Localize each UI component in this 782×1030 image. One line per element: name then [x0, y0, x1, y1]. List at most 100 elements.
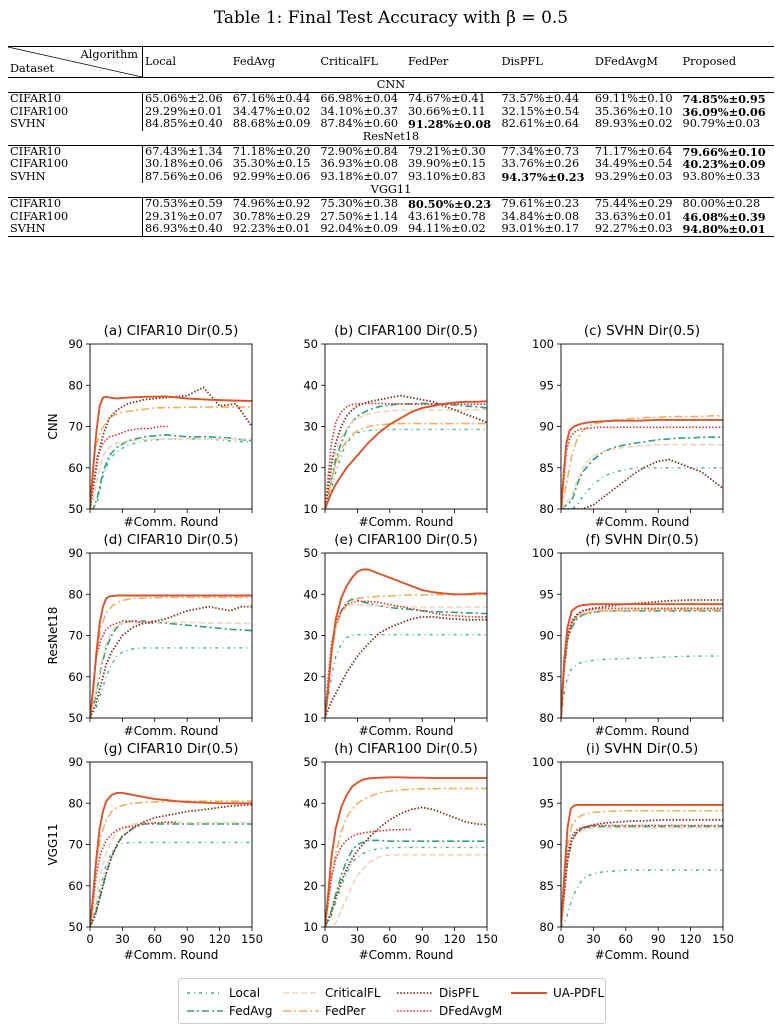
y-tick-label: 30 — [303, 629, 318, 643]
y-tick-label: 80 — [68, 796, 83, 810]
column-header: Local — [142, 46, 231, 78]
chart-panel: (c) SVHN Dir(0.5) 80 85 90 95 100 #Comm. Round — [532, 323, 724, 529]
legend-label-fedavg: FedAvg — [229, 1004, 273, 1018]
series-group — [90, 791, 252, 927]
series-line-fedavg — [90, 620, 252, 718]
value-cell: 69.11%±0.10 — [594, 92, 673, 105]
value-cell: 75.44%±0.29 — [594, 197, 673, 210]
series-line-criticalfl — [90, 621, 252, 718]
y-tick-label: 90 — [68, 337, 83, 351]
series-line-uapdfl — [325, 568, 487, 718]
y-tick-label: 60 — [68, 879, 83, 893]
series-line-dispfl — [561, 599, 723, 718]
value-cell: 92.27%±0.03 — [592, 222, 681, 237]
header-diagonal — [8, 47, 142, 77]
value-cell: 74.67%±0.41 — [408, 92, 486, 105]
series-line-fedper — [90, 800, 252, 927]
legend-label-dispfl: DisPFL — [439, 986, 479, 1000]
series-line-criticalfl — [325, 408, 487, 509]
series-line-fedper — [561, 609, 723, 718]
value-cell: 93.80%±0.33 — [682, 169, 761, 183]
value-cell: 89.93%±0.02 — [594, 117, 673, 130]
legend-label-fedper: FedPer — [325, 1004, 366, 1018]
y-tick-label: 20 — [303, 670, 318, 684]
y-tick-label: 90 — [539, 420, 554, 434]
series-line-local — [561, 655, 723, 718]
series-line-fedavg — [561, 436, 723, 509]
y-tick-label: 90 — [539, 838, 554, 852]
table-row: CIFAR10 70.53%±0.59 74.96%±0.92 75.30%±0.38… — [8, 197, 774, 211]
y-tick-label: 95 — [539, 378, 554, 392]
series-line-dfedavgm — [325, 402, 487, 509]
x-tick-label: 60 — [382, 932, 397, 946]
legend-swatch-dfedavgm — [397, 1010, 433, 1012]
value-cell: 88.68%±0.09 — [232, 117, 311, 130]
value-cell: 75.30%±0.38 — [320, 197, 399, 210]
y-tick-label: 40 — [303, 378, 318, 392]
series-line-uapdfl — [90, 791, 252, 927]
value-cell: 35.36%±0.10 — [594, 104, 673, 118]
y-tick-label: 60 — [68, 670, 83, 684]
series-line-fedper — [325, 422, 487, 509]
legend-swatch-fedavg — [187, 1010, 223, 1012]
arch-label: CNN — [8, 77, 774, 93]
y-tick-label: 85 — [539, 879, 554, 893]
x-tick-label: 0 — [86, 932, 93, 946]
series-line-dispfl — [561, 818, 723, 927]
chart-panel: (h) CIFAR100 Dir(0.5) 10 20 30 40 50 0 30 60 90 12… — [303, 741, 498, 962]
series-line-fedavg — [325, 402, 487, 509]
series-line-dfedavgm — [90, 821, 177, 927]
value-cell: 86.93%±0.40 — [142, 222, 231, 237]
series-line-criticalfl — [561, 827, 723, 927]
chart-title: (e) CIFAR100 Dir(0.5) — [334, 532, 477, 548]
dataset-cell: CIFAR10 — [8, 145, 143, 158]
y-axis-label: ResNet18 — [46, 607, 60, 665]
table-row: SVHN 86.93%±0.40 92.23%±0.01 92.04%±0.09 94.… — [8, 222, 774, 237]
dataset-cell: SVHN — [8, 170, 143, 183]
y-tick-label: 80 — [539, 502, 554, 516]
series-line-local — [325, 846, 487, 927]
column-header: DisPFL — [499, 46, 593, 78]
series-line-fedavg — [561, 610, 723, 718]
y-tick-label: 50 — [303, 546, 318, 560]
x-axis-label: #Comm. Round — [595, 515, 690, 529]
y-tick-label: 70 — [68, 420, 83, 434]
series-group — [561, 803, 723, 927]
series-group — [325, 776, 487, 927]
series-line-local — [325, 428, 487, 509]
value-cell: 30.78%±0.29 — [232, 209, 311, 223]
value-cell: 70.53%±0.59 — [145, 197, 223, 210]
dataset-cell: SVHN — [8, 117, 143, 131]
y-tick-label: 40 — [303, 796, 318, 810]
legend-label-criticalfl: CriticalFL — [325, 986, 381, 1000]
series-line-criticalfl — [561, 608, 723, 718]
chart-title: (g) CIFAR10 Dir(0.5) — [103, 741, 238, 757]
value-cell: 87.56%±0.06 — [145, 169, 223, 183]
series-line-uapdfl — [90, 395, 252, 509]
y-tick-label: 60 — [68, 461, 83, 475]
series-group — [90, 386, 252, 509]
table-row: SVHN 84.85%±0.40 88.68%±0.09 87.84%±0.60 91.… — [8, 117, 774, 131]
value-cell: 93.10%±0.83 — [408, 169, 486, 183]
column-header: FedAvg — [230, 46, 319, 78]
chart-title: (b) CIFAR100 Dir(0.5) — [334, 323, 478, 339]
arch-group-row: VGG11 — [8, 183, 774, 198]
y-tick-label: 70 — [68, 838, 83, 852]
x-axis-label: #Comm. Round — [359, 724, 454, 738]
chart-panel: (a) CIFAR10 Dir(0.5) 50 60 70 80 90 #Comm. Rou… — [46, 323, 253, 529]
series-line-fedavg — [325, 839, 487, 927]
plot-frame — [89, 343, 253, 510]
legend-item-local: Local — [187, 985, 260, 1001]
series-line-dfedavgm — [90, 425, 168, 509]
legend-item-criticalfl: CriticalFL — [283, 985, 381, 1001]
value-cell: 27.50%±1.14 — [320, 209, 399, 223]
value-cell: 33.63%±0.01 — [594, 209, 673, 223]
table-row: CIFAR100 30.18%±0.06 35.30%±0.15 36.93%±0.0… — [8, 157, 774, 171]
series-line-uapdfl — [325, 400, 487, 509]
value-cell: 34.10%±0.37 — [320, 104, 399, 118]
y-tick-label: 50 — [68, 920, 83, 934]
value-cell: 90.79%±0.03 — [682, 117, 761, 130]
x-tick-label: 60 — [618, 932, 633, 946]
y-tick-label: 70 — [68, 629, 83, 643]
table-row: CIFAR100 29.31%±0.07 30.78%±0.29 27.50%±1.1… — [8, 209, 774, 223]
